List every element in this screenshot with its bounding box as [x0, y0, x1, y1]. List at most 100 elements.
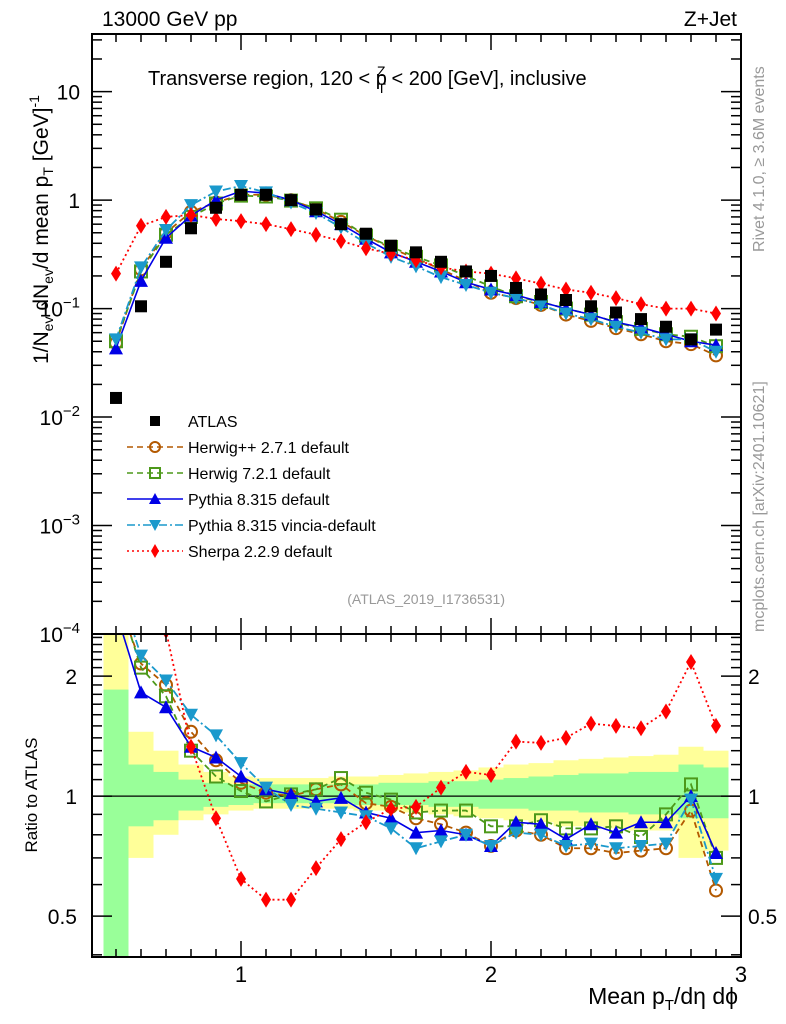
ratio-point — [484, 839, 498, 853]
legend-marker — [151, 544, 159, 558]
data-point — [509, 292, 523, 306]
ratio-point — [334, 806, 348, 820]
legend-label: Herwig++ 2.7.1 default — [188, 440, 350, 457]
ratio-point — [434, 835, 448, 849]
ratio-point — [636, 720, 646, 737]
ratio-point — [586, 715, 596, 732]
green-band-bin — [578, 773, 604, 813]
green-band-bin — [403, 782, 429, 806]
data-point — [635, 313, 647, 326]
ratio-point — [334, 790, 348, 804]
data-point — [534, 298, 548, 312]
xlabel-a: Mean p — [588, 983, 665, 1009]
ratio-point — [384, 822, 398, 836]
data-point — [435, 255, 447, 268]
ylabel-c-sub: T — [40, 167, 56, 176]
ratio-point — [461, 763, 471, 780]
data-point — [136, 217, 146, 234]
data-point — [559, 307, 573, 321]
ylabel-b-sub: ev — [40, 269, 56, 284]
data-point — [485, 269, 497, 282]
data-point — [336, 232, 346, 249]
data-point — [161, 208, 171, 225]
green-band-bin — [628, 771, 654, 815]
data-point — [711, 305, 721, 322]
ratio-point — [136, 493, 146, 509]
data-point — [159, 230, 173, 244]
ratio-point — [234, 784, 248, 799]
axis-tick-labels: 1 2 3 10 1 10−1 10−2 10−3 10−4 2 2 1 1 0.5 0.5 — [40, 82, 778, 987]
data-point — [710, 323, 722, 336]
ratio-point — [309, 802, 323, 816]
ratio-point — [459, 828, 473, 842]
ratio-point — [134, 685, 148, 699]
ratio-point — [534, 817, 548, 831]
data-point — [211, 210, 221, 227]
legend-marker — [149, 493, 161, 504]
data-point — [410, 246, 422, 259]
legend-marker — [150, 416, 160, 426]
header-right-label: Z+Jet — [684, 8, 737, 31]
title-sup: Z — [377, 63, 386, 79]
data-point — [685, 333, 697, 346]
data-point — [135, 300, 147, 313]
ylabel-a: 1/N — [30, 331, 53, 364]
ratio-point — [659, 815, 673, 829]
data-point — [261, 216, 271, 233]
ratio-point — [659, 837, 673, 851]
data-point — [111, 265, 121, 282]
data-point — [134, 273, 148, 287]
mcplots-label: mcplots.cern.ch [arXiv:2401.10621] — [751, 381, 768, 632]
green-band-bin — [528, 776, 554, 811]
legend-marker — [149, 467, 161, 479]
data-point — [609, 320, 623, 334]
ylabel-d-sup: -1 — [26, 95, 42, 108]
ratio-point — [536, 734, 546, 751]
rivet-version-label: Rivet 4.1.0, ≥ 3.6M events — [751, 66, 768, 252]
data-point — [310, 203, 322, 216]
ratio-point — [684, 793, 698, 807]
ratio-point — [434, 823, 448, 837]
ratio-point — [384, 811, 398, 825]
data-point — [434, 271, 448, 285]
legend-marker — [149, 520, 161, 531]
xlabel-b: /dη dϕ — [674, 983, 738, 1009]
ratio-y-tick-label: 2 — [65, 666, 77, 689]
data-point — [360, 227, 372, 240]
ratio-point — [561, 729, 571, 746]
data-point — [709, 345, 723, 359]
data-point — [411, 252, 421, 269]
data-point — [510, 281, 522, 294]
data-point — [484, 286, 498, 300]
ratio-point — [209, 729, 223, 743]
title-pre: Transverse region, 120 < p — [148, 68, 387, 90]
ratio-point — [584, 837, 598, 851]
ratio-point — [609, 842, 623, 856]
ratio-point — [234, 769, 248, 783]
ratio-point — [159, 700, 173, 714]
ratio-y-tick-label-right: 1 — [748, 786, 760, 809]
green-band-bin — [703, 767, 729, 819]
ratio-point — [509, 815, 523, 829]
ratio-point — [709, 846, 723, 860]
data-point — [260, 188, 272, 201]
data-point — [584, 313, 598, 327]
data-point — [109, 333, 123, 347]
legend-marker — [149, 441, 161, 453]
ratio-point — [234, 757, 248, 771]
x-tick-label: 3 — [735, 962, 747, 987]
ratio-point — [259, 781, 273, 795]
ratio-point — [686, 653, 696, 670]
ratio-point — [509, 826, 523, 840]
green-band-bin — [478, 779, 504, 809]
ratio-y-tick-label: 0.5 — [48, 906, 77, 929]
ratio-point — [709, 872, 723, 886]
ratio-point — [109, 573, 123, 586]
legend-label: Herwig 7.2.1 default — [188, 466, 331, 483]
ratio-point — [211, 810, 221, 827]
data-point — [209, 185, 223, 199]
legend-label: Pythia 8.315 vincia-default — [188, 518, 376, 535]
ratio-point — [634, 815, 648, 829]
data-point — [385, 239, 397, 252]
